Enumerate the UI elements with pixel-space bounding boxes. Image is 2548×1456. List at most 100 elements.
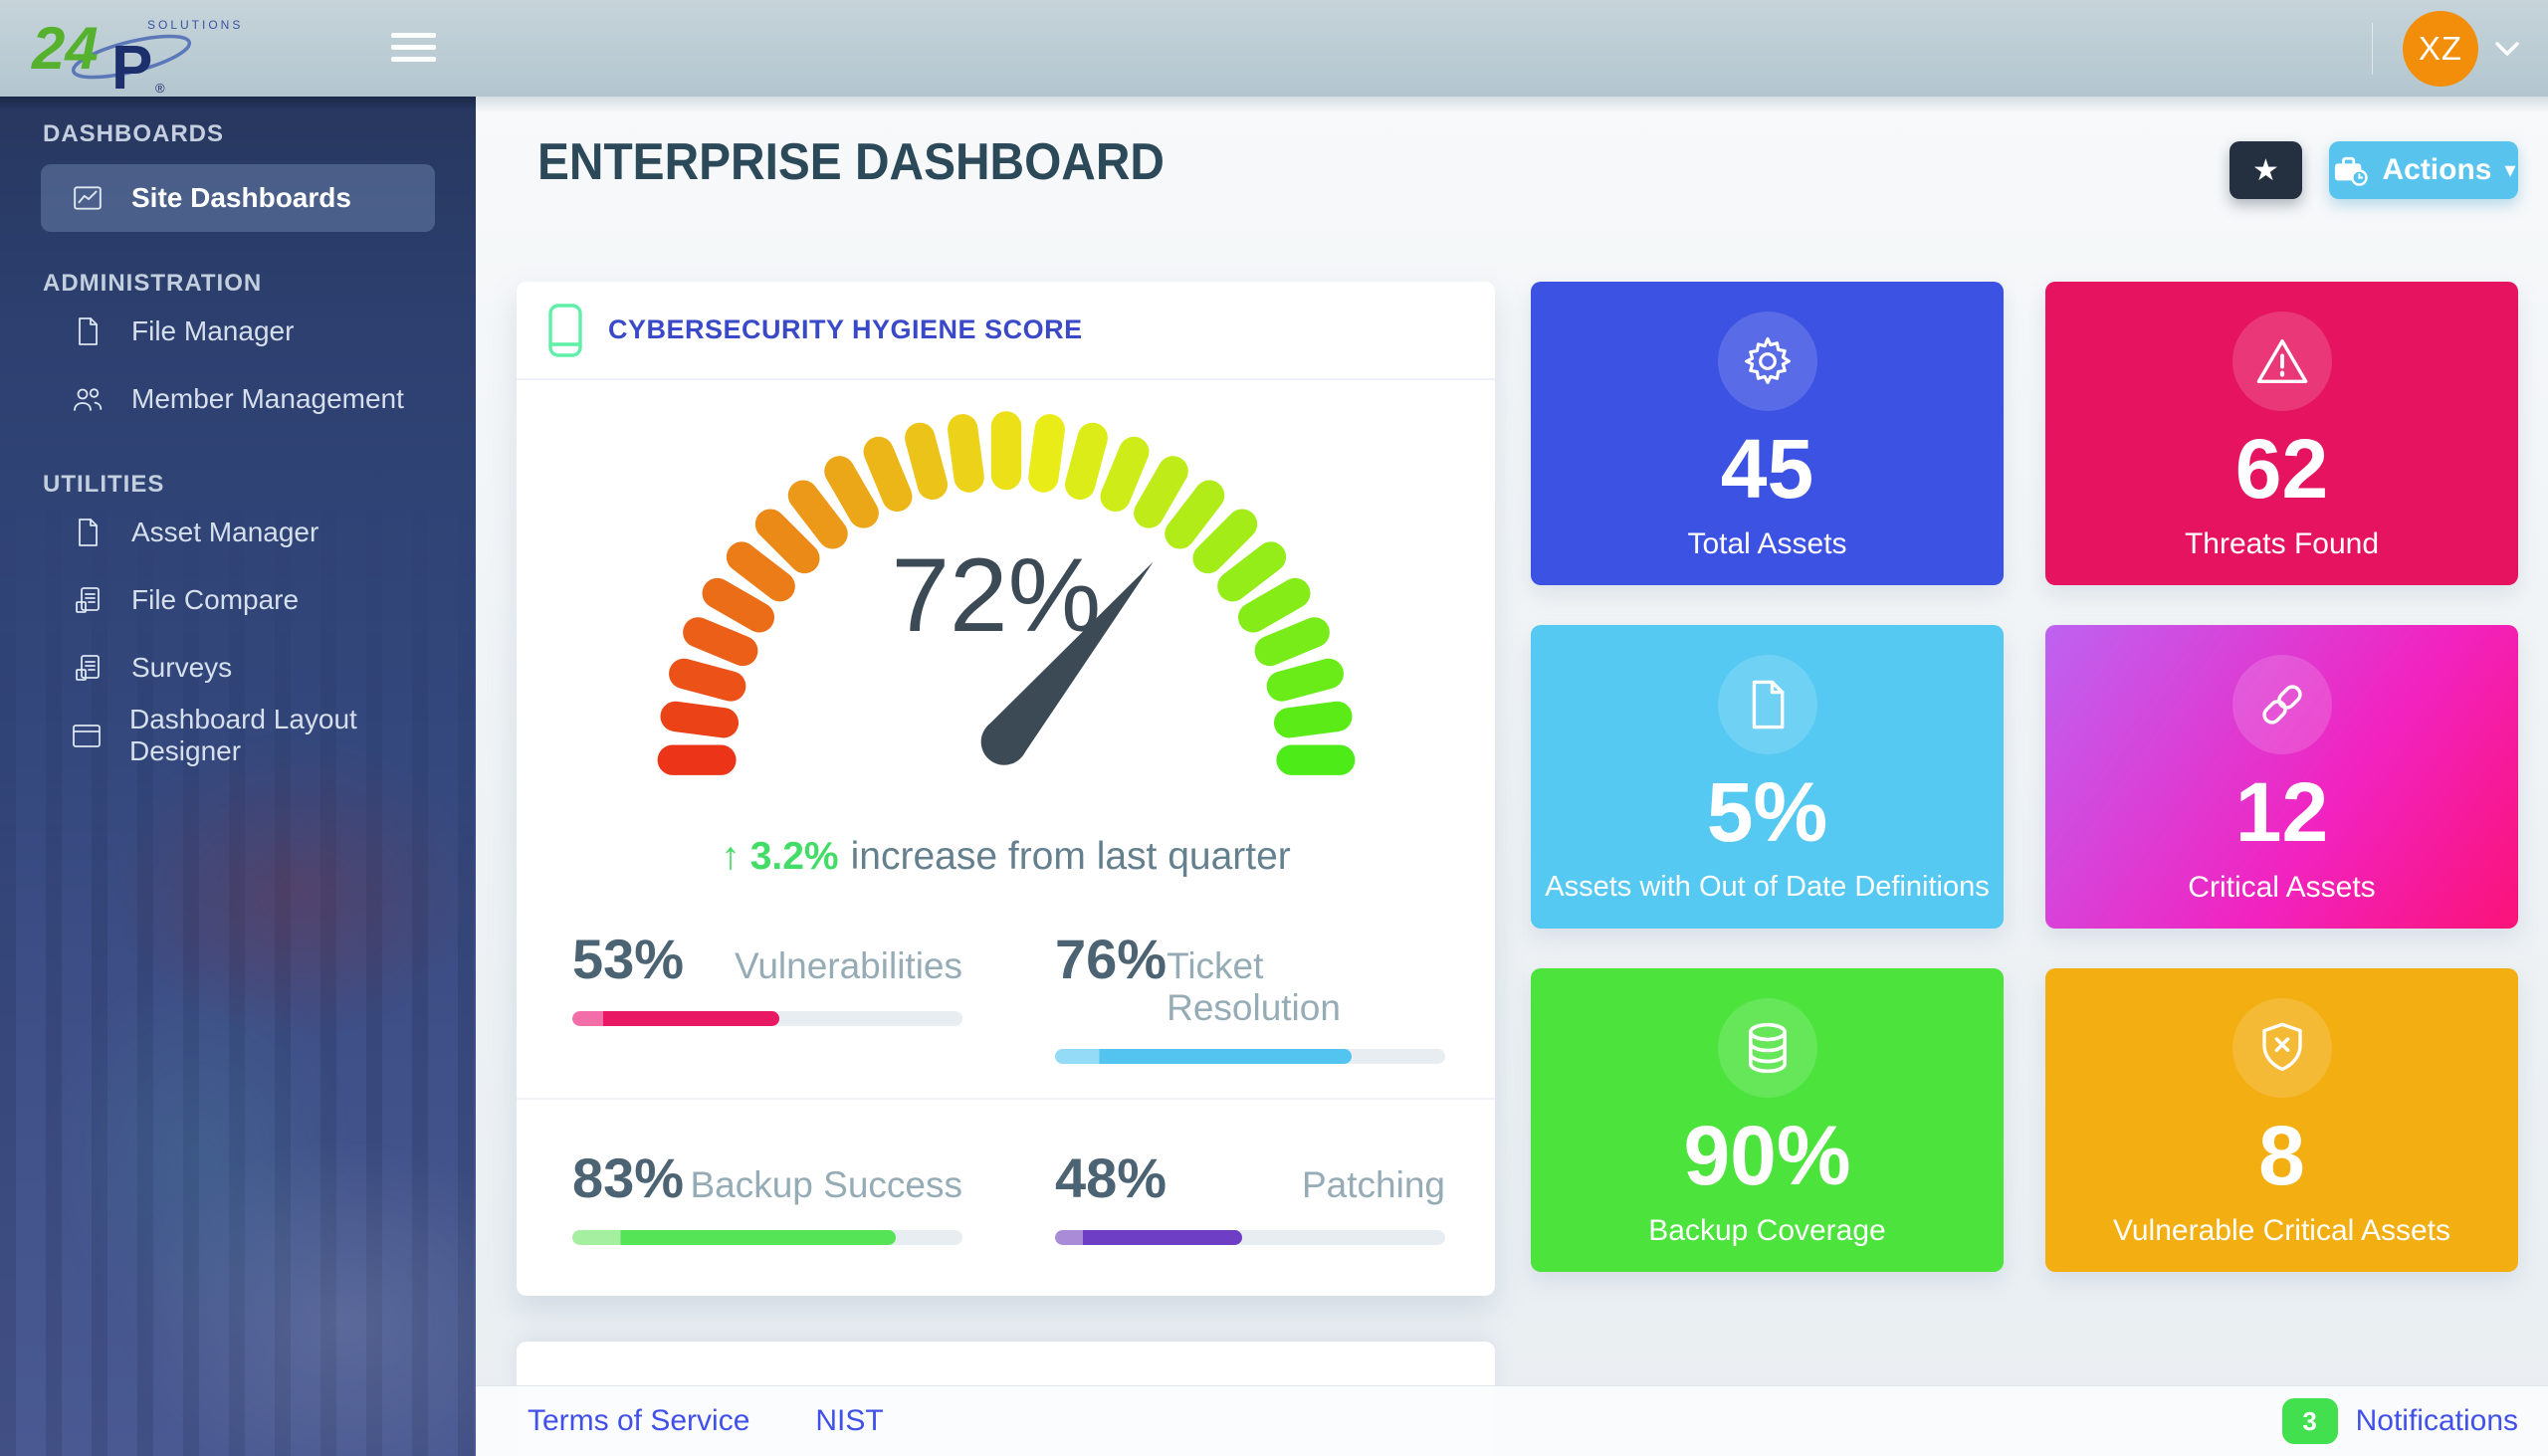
sidebar-item-surveys[interactable]: Surveys — [41, 634, 435, 702]
sidebar-item-file-compare[interactable]: File Compare — [41, 566, 435, 634]
logo-number: 24 — [31, 15, 99, 82]
chevron-down-icon[interactable] — [2494, 41, 2520, 57]
stat-card-backup-coverage: 90% Backup Coverage — [1531, 968, 2004, 1272]
briefcase-clock-icon — [2335, 156, 2369, 186]
notifications-label: Notifications — [2355, 1404, 2518, 1437]
footer: Terms of Service NIST 3 Notifications — [476, 1385, 2548, 1456]
notifications[interactable]: 3 Notifications — [2281, 1398, 2518, 1444]
sidebar-item-label: File Compare — [131, 584, 300, 615]
document-icon — [1717, 655, 1817, 754]
sidebar-item-label: Site Dashboards — [131, 182, 351, 213]
topbar-right: XZ — [2372, 0, 2520, 97]
metric-value: 53% — [572, 928, 685, 990]
delta-row: ↑ 3.2% increase from last quarter — [517, 835, 1495, 879]
metric-value: 76% — [1055, 928, 1168, 990]
svg-text:72%: 72% — [891, 537, 1101, 654]
link-icon — [2231, 655, 2332, 754]
window-icon — [70, 721, 104, 750]
stat-label: Backup Coverage — [1648, 1214, 1886, 1247]
shield-x-icon — [2231, 998, 2332, 1098]
stat-label: Threats Found — [2184, 527, 2380, 560]
sidebar-section-utilities: UTILITIES — [43, 471, 165, 498]
journal-icon — [548, 303, 582, 357]
file-icon — [70, 315, 106, 347]
up-arrow-icon: ↑ — [721, 835, 741, 878]
metric-ticket-resolution: 76% Ticket Resolution — [1055, 927, 1445, 1064]
stat-card-vulnerable-critical-assets: 8 Vulnerable Critical Assets — [2045, 968, 2518, 1272]
progress-bar — [1055, 1049, 1445, 1064]
logo-subtext: SOLUTIONS — [147, 18, 243, 32]
notifications-count-badge: 3 — [2281, 1398, 2338, 1444]
sidebar-item-asset-manager[interactable]: Asset Manager — [41, 499, 435, 566]
sidebar-section-dashboards: DASHBOARDS — [43, 120, 225, 147]
stat-card-total-assets: 45 Total Assets — [1531, 282, 2004, 585]
favorite-button[interactable]: ★ — [2230, 141, 2302, 199]
avatar-initials: XZ — [2418, 29, 2463, 67]
news-icon — [70, 584, 106, 616]
hygiene-score-gauge: 72% — [657, 411, 1355, 775]
stat-card-out-of-date-definitions: 5% Assets with Out of Date Definitions — [1531, 625, 2004, 929]
sidebar-item-member-management[interactable]: Member Management — [41, 365, 435, 433]
metric-value: 83% — [572, 1146, 685, 1209]
stat-label: Vulnerable Critical Assets — [2112, 1214, 2451, 1247]
main-content: ENTERPRISE DASHBOARD ★ Actions ▾ CYBERSE… — [476, 97, 2548, 1456]
hamburger-menu-icon[interactable] — [391, 33, 436, 69]
line-chart-icon — [70, 183, 106, 213]
gear-icon — [1717, 312, 1817, 411]
database-icon — [1717, 998, 1817, 1098]
stat-value: 62 — [2234, 422, 2329, 516]
sidebar-item-dashboard-layout-designer[interactable]: Dashboard Layout Designer — [41, 702, 435, 769]
topbar-divider — [2372, 22, 2373, 75]
sidebar-section-administration: ADMINISTRATION — [43, 270, 263, 297]
stat-value: 5% — [1706, 765, 1828, 859]
metric-vulnerabilities: 53% Vulnerabilities — [572, 927, 962, 1026]
actions-button[interactable]: Actions ▾ — [2329, 141, 2518, 199]
progress-bar — [572, 1230, 962, 1245]
stat-value: 8 — [2258, 1109, 2305, 1202]
nist-link[interactable]: NIST — [815, 1404, 884, 1437]
logo-letter: P — [111, 34, 152, 95]
progress-bar — [1055, 1230, 1445, 1245]
footer-links: Terms of Service NIST — [528, 1404, 884, 1438]
card-title: CYBERSECURITY HYGIENE SCORE — [608, 314, 1083, 344]
metric-patching: 48% Patching — [1055, 1145, 1445, 1245]
avatar[interactable]: XZ — [2403, 10, 2478, 87]
logo-registered-mark: ® — [155, 81, 165, 95]
progress-bar — [572, 1011, 962, 1026]
metric-label: Vulnerabilities — [735, 945, 962, 986]
card-divider — [517, 1098, 1495, 1100]
metric-label: Patching — [1302, 1164, 1445, 1205]
metric-backup-success: 83% Backup Success — [572, 1145, 962, 1245]
sidebar-item-file-manager[interactable]: File Manager — [41, 298, 435, 365]
sidebar-item-label: Member Management — [131, 383, 404, 414]
caret-down-icon: ▾ — [2504, 157, 2516, 182]
users-icon — [70, 384, 106, 414]
stat-value: 45 — [1720, 422, 1814, 516]
news-icon — [70, 652, 106, 684]
terms-of-service-link[interactable]: Terms of Service — [528, 1404, 750, 1437]
sidebar-item-site-dashboards[interactable]: Site Dashboards — [41, 164, 435, 232]
logo-swoosh — [71, 34, 192, 80]
stat-value: 12 — [2234, 765, 2329, 859]
delta-value: 3.2% — [749, 835, 839, 878]
warning-triangle-icon — [2231, 312, 2332, 411]
stat-value: 90% — [1683, 1109, 1851, 1202]
stat-label: Total Assets — [1687, 527, 1847, 560]
sidebar-item-label: Dashboard Layout Designer — [129, 704, 357, 766]
company-logo[interactable]: 24 P SOLUTIONS ® — [26, 3, 255, 95]
delta-text: increase from last quarter — [850, 835, 1291, 878]
card-header: CYBERSECURITY HYGIENE SCORE — [517, 282, 1495, 380]
sidebar: DASHBOARDS Site Dashboards ADMINISTRATIO… — [0, 97, 476, 1456]
metric-label: Backup Success — [690, 1164, 962, 1205]
sidebar-item-label: Asset Manager — [131, 517, 319, 547]
page-title: ENTERPRISE DASHBOARD — [537, 133, 1165, 191]
stat-label: Assets with Out of Date Definitions — [1545, 871, 1990, 903]
stat-label: Critical Assets — [2188, 871, 2376, 904]
metric-value: 48% — [1055, 1146, 1168, 1209]
cybersecurity-hygiene-card: CYBERSECURITY HYGIENE SCORE 72% ↑ 3.2% inc… — [517, 282, 1495, 1296]
sidebar-item-label: Surveys — [131, 652, 233, 683]
topbar: 24 P SOLUTIONS ® XZ — [0, 0, 2548, 97]
stat-card-critical-assets: 12 Critical Assets — [2045, 625, 2518, 929]
stat-card-threats-found: 62 Threats Found — [2045, 282, 2518, 585]
file-icon — [70, 517, 106, 548]
